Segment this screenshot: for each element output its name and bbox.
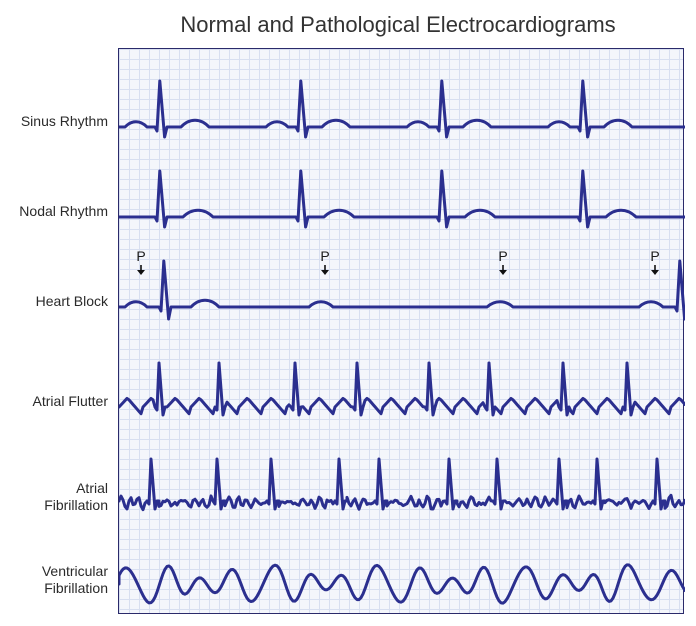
down-arrow-icon — [651, 265, 659, 275]
row-label-block: Heart Block — [0, 293, 108, 310]
trace-block — [119, 261, 685, 319]
p-label: P — [647, 248, 663, 264]
trace-sinus — [119, 81, 685, 137]
row-label-sinus: Sinus Rhythm — [0, 113, 108, 130]
ecg-traces — [119, 49, 685, 615]
p-label: P — [133, 248, 149, 264]
down-arrow-icon — [499, 265, 507, 275]
trace-vfib — [119, 565, 685, 603]
page-title: Normal and Pathological Electrocardiogra… — [100, 0, 696, 46]
row-labels: Sinus Rhythm Nodal Rhythm Heart Block Atria… — [0, 48, 114, 614]
ecg-chart: PPPP — [118, 48, 684, 614]
row-label-afib: AtrialFibrillation — [0, 480, 108, 514]
trace-nodal — [119, 171, 685, 227]
row-label-nodal: Nodal Rhythm — [0, 203, 108, 220]
p-label: P — [317, 248, 333, 264]
trace-aflut — [119, 363, 685, 415]
row-label-vfib: VentricularFibrillation — [0, 563, 108, 597]
p-label: P — [495, 248, 511, 264]
row-label-aflut: Atrial Flutter — [0, 393, 108, 410]
down-arrow-icon — [321, 265, 329, 275]
down-arrow-icon — [137, 265, 145, 275]
trace-afib — [119, 459, 685, 510]
